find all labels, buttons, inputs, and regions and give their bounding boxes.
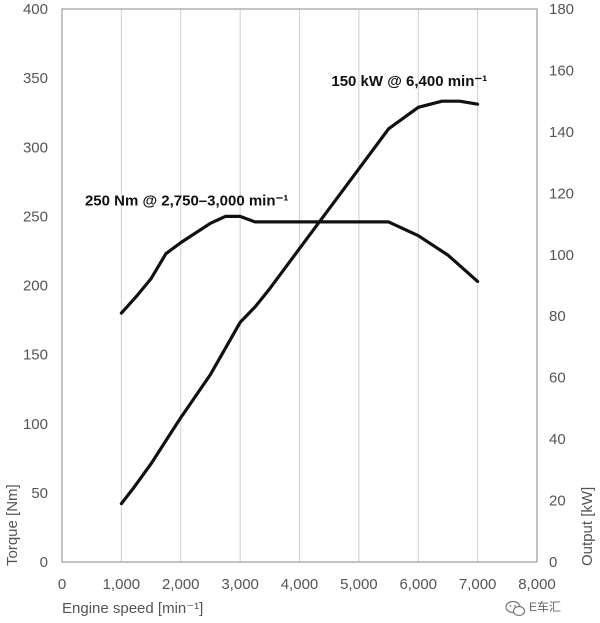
- y-left-tick-label: 50: [31, 485, 48, 502]
- x-tick-label: 2,000: [162, 576, 200, 593]
- y-right-tick-label: 60: [549, 370, 566, 387]
- y-left-tick-label: 100: [23, 416, 48, 433]
- torque-series-line: [119, 214, 480, 315]
- y-right-tick-label: 140: [549, 124, 574, 141]
- x-tick-label: 5,000: [340, 576, 378, 593]
- y-axis-left-title: Torque [Nm]: [4, 484, 21, 566]
- x-tick-label: 1,000: [103, 576, 141, 593]
- y-right-tick-label: 100: [549, 247, 574, 264]
- y-left-tick-label: 250: [23, 208, 48, 225]
- y-right-tick-label: 0: [549, 554, 557, 571]
- x-tick-label: 4,000: [281, 576, 319, 593]
- y-left-tick-label: 350: [23, 70, 48, 87]
- y-right-tick-label: 180: [549, 1, 574, 18]
- y-right-tick-label: 20: [549, 493, 566, 510]
- y-left-tick-label: 200: [23, 278, 48, 295]
- x-tick-label: 6,000: [399, 576, 437, 593]
- y-left-tick-label: 150: [23, 347, 48, 364]
- x-tick-label: 0: [58, 576, 66, 593]
- annotation-label: 250 Nm @ 2,750–3,000 min⁻¹: [85, 192, 289, 209]
- x-tick-label: 7,000: [459, 576, 497, 593]
- x-tick-label: 8,000: [518, 576, 556, 593]
- annotations: 150 kW @ 6,400 min⁻¹ 250 Nm @ 2,750–3,000…: [85, 73, 487, 210]
- y-right-tick-label: 40: [549, 431, 566, 448]
- output-series-line: [119, 99, 480, 506]
- watermark-text: E车汇: [529, 599, 561, 614]
- series-layer: [119, 99, 480, 506]
- y-right-tick-label: 160: [549, 62, 574, 79]
- grid-lines: [120, 9, 479, 562]
- y-right-tick-label: 120: [549, 185, 574, 202]
- y-axis-right-title: Output [kW]: [579, 487, 596, 566]
- wechat-icon: [505, 600, 526, 617]
- plot-frame: [61, 8, 538, 563]
- x-axis-title: Engine speed [min⁻¹]: [62, 600, 203, 617]
- y-left-tick-label: 300: [23, 139, 48, 156]
- y-left-tick-label: 0: [40, 554, 48, 571]
- y-right-tick-label: 80: [549, 308, 566, 325]
- watermark: E车汇: [505, 599, 561, 617]
- x-tick-label: 3,000: [221, 576, 259, 593]
- y-left-tick-label: 400: [23, 1, 48, 18]
- tick-labels: 0 1,000 2,000 3,000 4,000 5,000 6,000 7,000 8,00…: [23, 1, 574, 593]
- annotation-label: 150 kW @ 6,400 min⁻¹: [331, 73, 487, 90]
